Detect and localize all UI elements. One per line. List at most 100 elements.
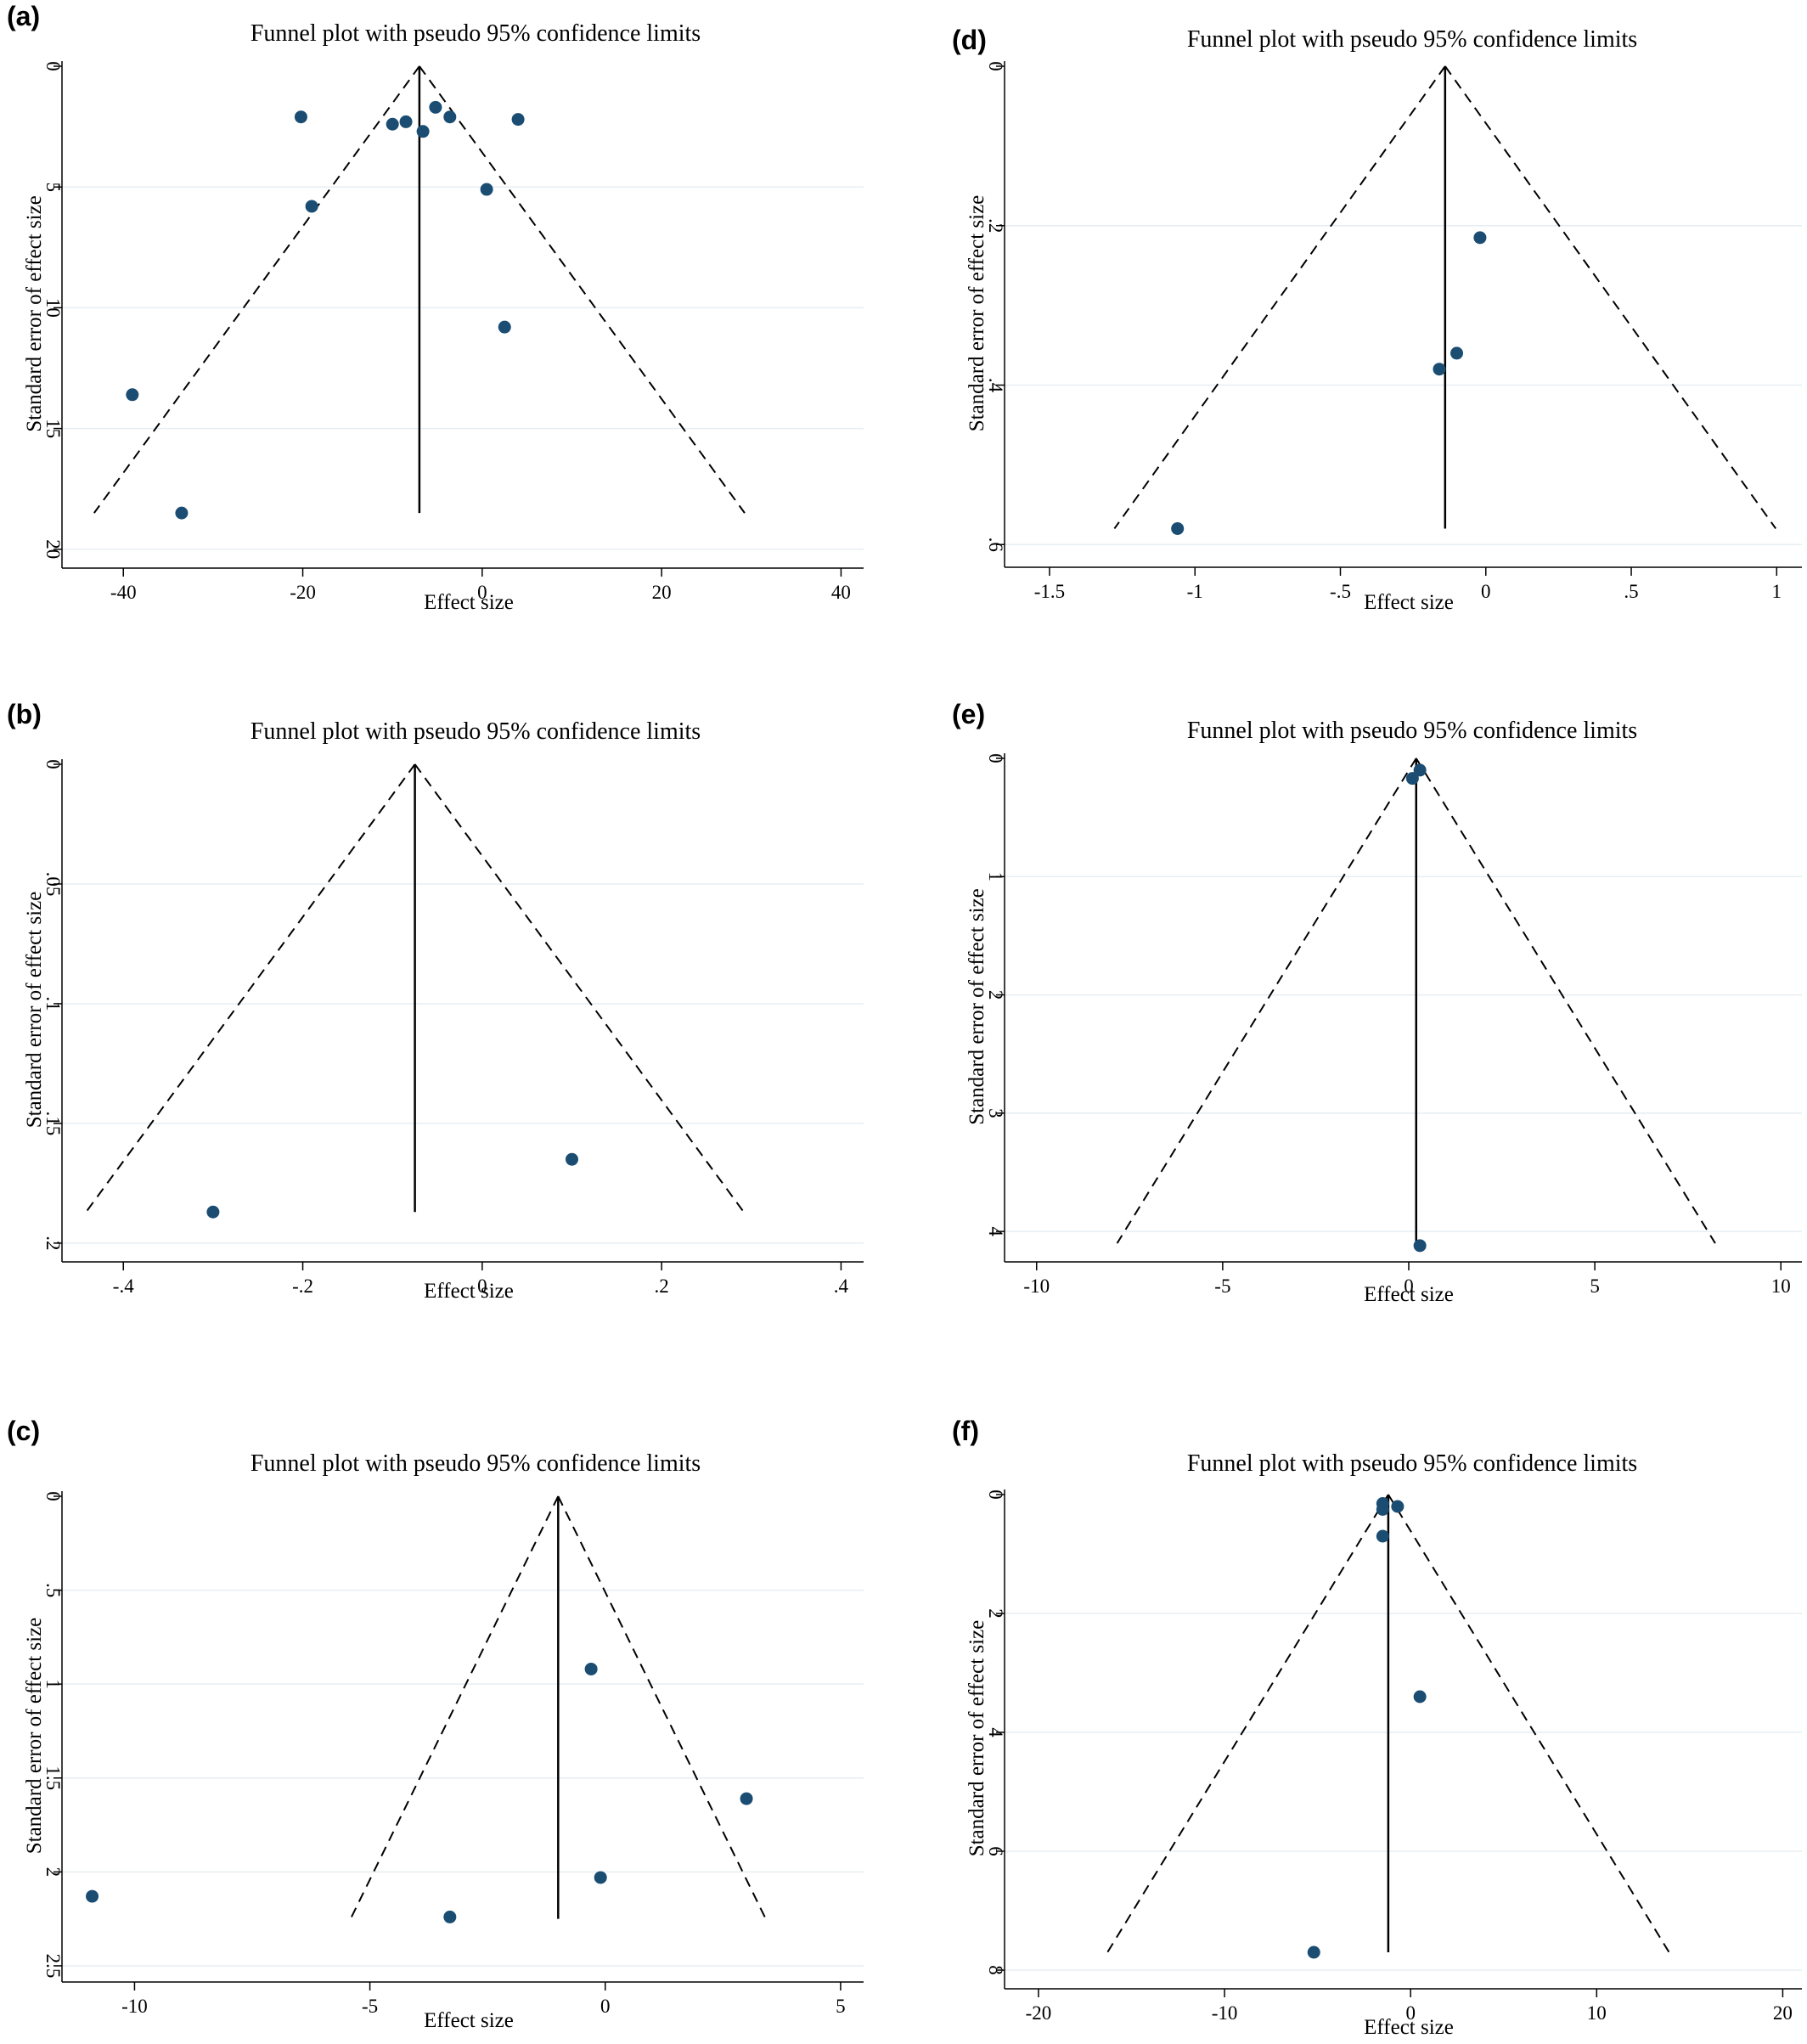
y-tick-label: 6 [985, 1846, 1006, 1856]
study-point [1450, 346, 1464, 360]
y-tick-label: 0 [42, 1491, 64, 1501]
x-tick-label: 0 [600, 1996, 611, 2017]
y-tick-label: 4 [985, 1226, 1006, 1236]
y-axis-label: Standard error of effect size [965, 195, 988, 432]
study-point [305, 200, 318, 213]
y-tick-label: 0 [42, 61, 64, 71]
y-tick-label: .15 [42, 1112, 64, 1136]
study-point [740, 1792, 753, 1805]
panel-f: (f) Funnel plot with pseudo 95% confidenc… [952, 1416, 1802, 2039]
panel-d: (d) Funnel plot with pseudo 95% confidenc… [952, 25, 1802, 614]
chart-title: Funnel plot with pseudo 95% confidence l… [251, 20, 701, 47]
y-tick-label: .5 [42, 1583, 64, 1597]
x-tick-label: -10 [121, 1996, 148, 2017]
y-tick-label: 2 [42, 1867, 64, 1878]
x-tick-label: .4 [834, 1275, 849, 1297]
y-tick-label: 0 [985, 61, 1006, 71]
x-tick-label: -5 [1214, 1275, 1230, 1297]
x-axis-label: Effect size [424, 591, 514, 614]
study-point [386, 117, 399, 131]
panel-label: (e) [952, 699, 985, 729]
study-point [1376, 1503, 1389, 1516]
x-axis-label: Effect size [424, 2009, 514, 2032]
x-tick-label: 1 [1772, 581, 1782, 602]
study-point [443, 1910, 457, 1923]
y-tick-label: 15 [42, 419, 64, 438]
x-tick-label: 5 [836, 1996, 846, 2017]
panel-b: (b) Funnel plot with pseudo 95% confidenc… [7, 699, 864, 1303]
x-tick-label: 5 [1590, 1275, 1600, 1297]
panel-label: (f) [952, 1416, 979, 1446]
study-point [594, 1871, 607, 1884]
x-axis-label: Effect size [1364, 2016, 1454, 2039]
x-tick-label: -1 [1187, 581, 1203, 602]
study-point [443, 110, 457, 124]
y-axis-label: Standard error of effect size [965, 888, 988, 1125]
x-axis-label: Effect size [1364, 1283, 1454, 1306]
y-tick-label: .1 [42, 996, 64, 1011]
y-tick-label: 3 [985, 1108, 1006, 1118]
ci-left-line [349, 1495, 560, 1920]
y-tick-label: 2.5 [42, 1954, 64, 1979]
y-axis-label: Standard error of effect size [965, 1620, 988, 1857]
ci-right-line [1444, 65, 1777, 530]
panel-a: (a) Funnel plot with pseudo 95% confidenc… [7, 1, 864, 614]
x-tick-label: -.2 [292, 1275, 313, 1297]
x-tick-label: -5 [362, 1996, 378, 2017]
study-point [1473, 231, 1487, 245]
x-tick-label: -20 [290, 582, 316, 603]
study-point [429, 100, 442, 114]
x-tick-label: -.5 [1330, 581, 1351, 602]
study-point [1413, 763, 1427, 777]
x-tick-label: -1.5 [1034, 581, 1065, 602]
ci-left-line [1106, 1494, 1389, 1953]
x-tick-label: -10 [1023, 1275, 1050, 1297]
panel-c: (c) Funnel plot with pseudo 95% confidenc… [7, 1416, 864, 2032]
y-tick-label: 0 [42, 759, 64, 769]
study-point [1171, 521, 1185, 535]
chart-title: Funnel plot with pseudo 95% confidence l… [251, 1450, 701, 1477]
y-tick-label: 5 [42, 182, 64, 192]
chart-title: Funnel plot with pseudo 95% confidence l… [1187, 1450, 1637, 1477]
x-tick-label: -.4 [113, 1275, 134, 1297]
ci-right-line [1415, 757, 1716, 1244]
ci-right-line [414, 763, 745, 1213]
study-point [206, 1205, 220, 1219]
y-tick-label: 1 [985, 872, 1006, 882]
x-tick-label: -40 [110, 582, 137, 603]
x-tick-label: 10 [1587, 2002, 1607, 2024]
study-point [175, 506, 189, 520]
panel-e: (e) Funnel plot with pseudo 95% confidenc… [952, 699, 1802, 1306]
y-tick-label: .6 [985, 538, 1006, 552]
study-point [498, 320, 511, 334]
x-axis-label: Effect size [424, 1280, 514, 1303]
x-tick-label: -20 [1026, 2002, 1052, 2024]
ci-left-line [1113, 65, 1446, 530]
y-tick-label: 20 [42, 539, 64, 559]
x-tick-label: 0 [1405, 2002, 1416, 2024]
y-tick-label: 4 [985, 1727, 1006, 1737]
y-axis-label: Standard error of effect size [23, 892, 46, 1129]
x-tick-label: 0 [477, 582, 487, 603]
y-tick-label: 1 [42, 1679, 64, 1689]
x-tick-label: 40 [831, 582, 851, 603]
study-point [294, 110, 307, 124]
panel-label: (b) [7, 699, 42, 729]
x-tick-label: 0 [477, 1275, 487, 1297]
x-tick-label: 0 [1404, 1275, 1414, 1297]
ci-right-line [1388, 1494, 1670, 1953]
panel-label: (a) [7, 1, 40, 31]
y-tick-label: 8 [985, 1965, 1006, 1975]
y-tick-label: 1.5 [42, 1765, 64, 1790]
x-tick-label: .2 [655, 1275, 669, 1297]
panel-label: (c) [7, 1416, 40, 1446]
ci-left-line [85, 763, 416, 1213]
y-tick-label: .05 [42, 872, 64, 897]
ci-right-line [419, 65, 746, 514]
study-point [565, 1152, 578, 1166]
study-point [1433, 363, 1446, 376]
y-tick-label: 0 [985, 1489, 1006, 1500]
study-point [86, 1889, 99, 1903]
x-tick-label: 20 [652, 582, 672, 603]
